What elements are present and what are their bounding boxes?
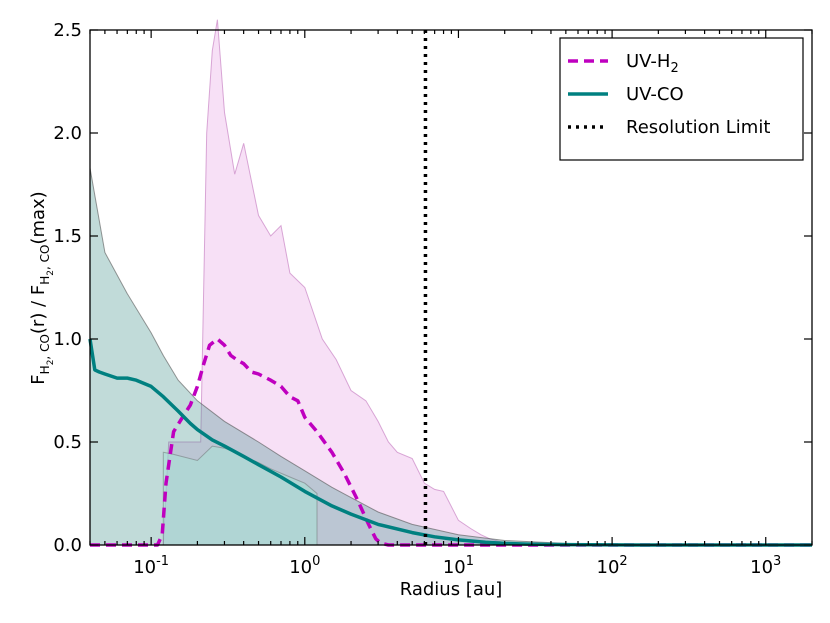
y-tick-label: 0.0: [53, 535, 82, 556]
x-tick-label: 102: [597, 554, 628, 578]
y-tick-label: 0.5: [53, 432, 82, 453]
x-tick-label: 101: [443, 554, 474, 578]
legend-label-resolution-limit: Resolution Limit: [626, 117, 770, 138]
x-axis-label: Radius [au]: [400, 579, 503, 600]
x-tick-label: 103: [750, 554, 781, 578]
legend-label-uv-h2: UV-H2: [626, 51, 679, 76]
x-tick-label: 100: [289, 554, 320, 578]
ticks-layer: 0.0 0.5 1.0 1.5 2.0 2.5 10-1 100 101 102 103: [53, 20, 813, 578]
y-tick-label: 1.5: [53, 226, 82, 247]
legend: UV-H2 UV-CO Resolution Limit: [559, 37, 804, 161]
y-axis-label: FH2, CO(r) / FH2, CO(max): [28, 191, 56, 384]
y-tick-label: 2.5: [53, 20, 82, 41]
y-tick-label: 1.0: [53, 329, 82, 350]
x-tick-label: 10-1: [133, 554, 169, 578]
legend-box: [559, 37, 804, 161]
y-tick-label: 2.0: [53, 123, 82, 144]
series-line-uv-h2: [90, 337, 812, 547]
legend-label-uv-co: UV-CO: [626, 84, 684, 105]
